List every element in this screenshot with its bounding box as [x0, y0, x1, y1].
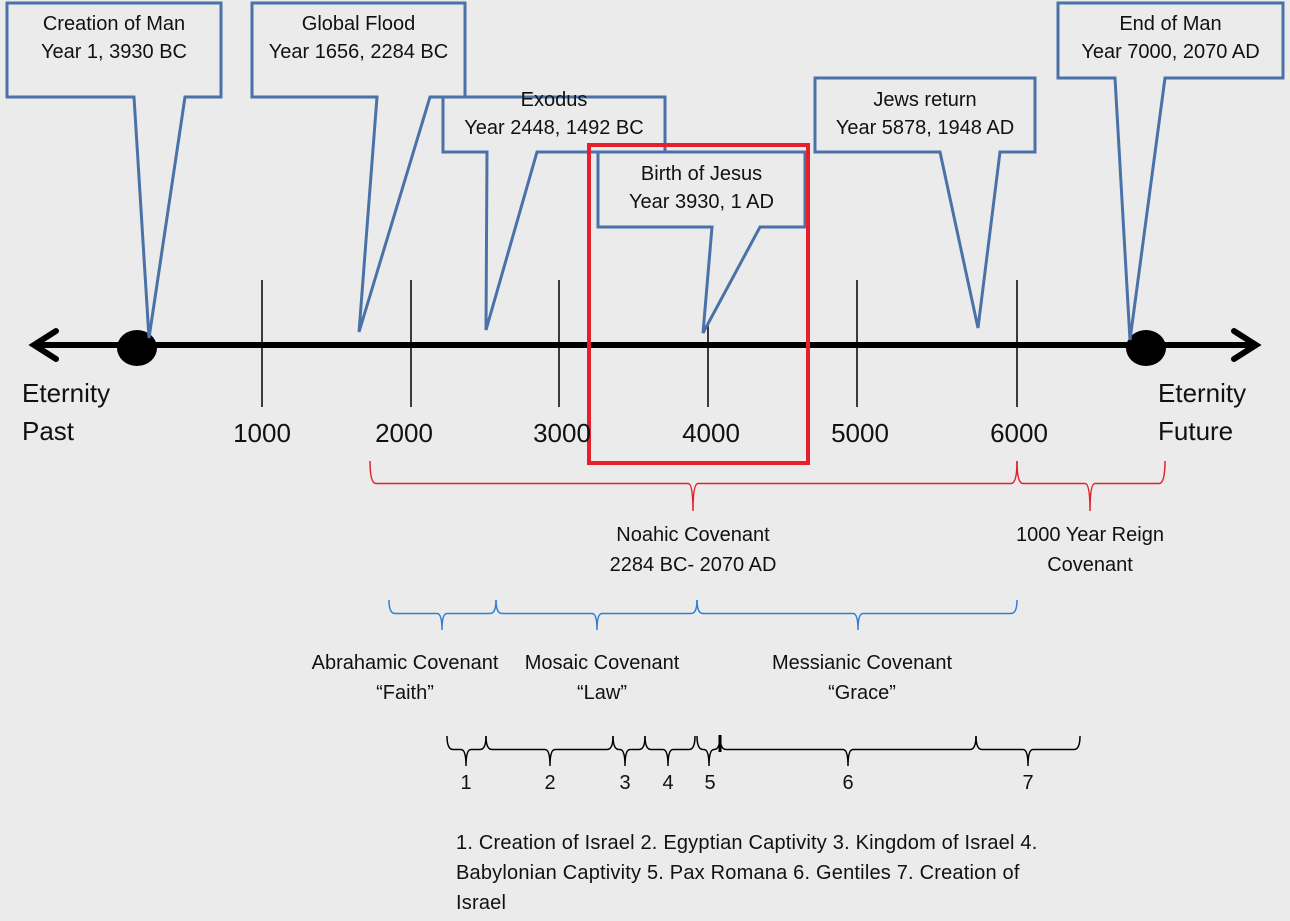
tick-label: 1000: [233, 418, 291, 448]
noahic-covenant-label: Noahic Covenant 2284 BC- 2070 AD: [609, 524, 777, 576]
reign-covenant-label: 1000 Year Reign Covenant: [1016, 524, 1164, 576]
period-label: 6: [842, 772, 854, 794]
callout-creation-shape: [5, 1, 223, 339]
callout-flood-shape: [250, 1, 467, 333]
abrahamic-covenant-label: Abrahamic Covenant “Faith”: [311, 652, 499, 704]
period-label: 1: [460, 772, 472, 794]
callout-exodus: Exodus Year 2448, 1492 BC: [464, 89, 644, 139]
period-brace: [975, 735, 1081, 767]
period-brace: [644, 735, 696, 767]
callout-flood: Global Flood Year 1656, 2284 BC: [268, 13, 449, 63]
tick-label: 6000: [990, 418, 1048, 448]
period-legend: 1. Creation of Israel 2. Egyptian Captiv…: [456, 832, 1038, 914]
period-label: 2: [544, 772, 556, 794]
reign-brace: [1016, 460, 1166, 512]
eternity-past-label: Eternity Past: [22, 378, 111, 446]
callout-birth-of-jesus-shape: [596, 150, 807, 334]
period-label: 7: [1022, 772, 1034, 794]
start-dot: [117, 330, 157, 366]
callout-birth-of-jesus: Birth of Jesus Year 3930, 1 AD: [629, 163, 774, 213]
abrahamic-brace: [388, 599, 497, 631]
arrow-left-icon: [28, 328, 59, 362]
tick-label: 2000: [375, 418, 433, 448]
eternity-future-label: Eternity Future: [1158, 378, 1247, 446]
messianic-brace: [696, 599, 1018, 631]
noahic-brace: [369, 460, 1018, 512]
period-brace: [719, 735, 977, 767]
callout-jews-return-shape: [813, 76, 1037, 329]
period-label: 4: [662, 772, 674, 794]
callout-exodus-shape: [441, 95, 667, 331]
period-label: 5: [704, 772, 716, 794]
period-label: 3: [619, 772, 631, 794]
mosaic-covenant-label: Mosaic Covenant “Law”: [524, 652, 680, 704]
period-brace: [696, 735, 721, 767]
period-brace: [612, 735, 646, 767]
callout-end-of-man-shape: [1056, 1, 1285, 341]
highlight-box: [587, 143, 810, 465]
messianic-covenant-label: Messianic Covenant “Grace”: [771, 652, 953, 704]
mosaic-brace: [495, 599, 698, 631]
callout-creation: Creation of Man Year 1, 3930 BC: [40, 13, 188, 63]
arrow-right-icon: [1231, 328, 1262, 362]
tick-label: 4000: [682, 418, 740, 448]
callout-jews-return: Jews return Year 5878, 1948 AD: [835, 89, 1015, 139]
period-brace: [485, 735, 614, 767]
callout-end-of-man: End of Man Year 7000, 2070 AD: [1081, 13, 1260, 63]
tick-label: 3000: [533, 418, 591, 448]
period-brace: [446, 735, 487, 767]
tick-label: 5000: [831, 418, 889, 448]
end-dot: [1126, 330, 1166, 366]
